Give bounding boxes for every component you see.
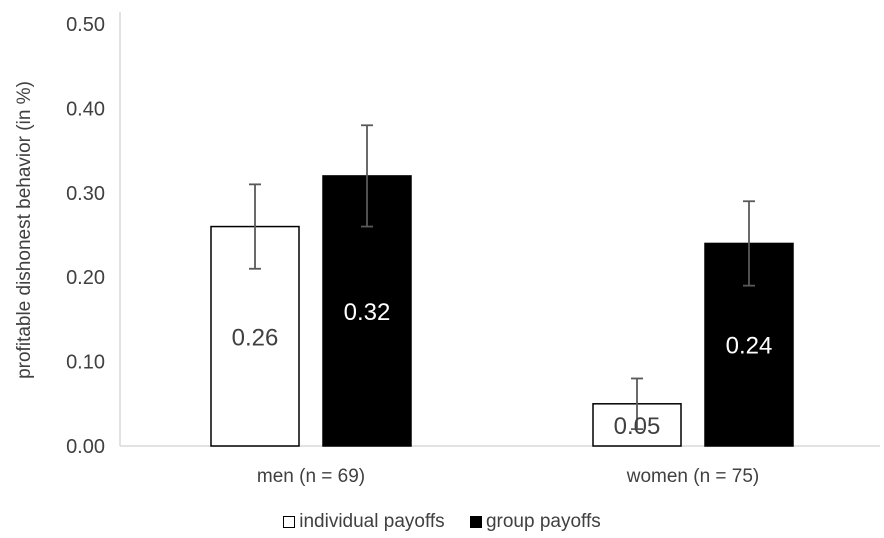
data-labels: 0.26 0.32 0.05 0.24 — [232, 299, 773, 440]
data-label: 0.05 — [614, 413, 661, 440]
data-label: 0.32 — [344, 299, 391, 326]
x-axis: men (n = 69) women (n = 75) — [120, 445, 880, 487]
legend-swatch-individual — [283, 516, 296, 528]
bars — [210, 175, 794, 447]
x-tick-label: women (n = 75) — [626, 466, 760, 487]
legend-item-group: group payoffs — [469, 511, 601, 533]
legend-label-individual: individual payoffs — [299, 511, 445, 532]
y-tick-label: 0.40 — [66, 98, 105, 120]
y-tick-label: 0.00 — [66, 436, 105, 458]
legend: individual payoffs group payoffs — [0, 511, 884, 534]
y-tick-label: 0.30 — [66, 183, 105, 205]
bar-chart-plot: 0.00 0.10 0.20 0.30 0.40 0.50 men (n = 69) wom… — [14, 12, 880, 487]
y-tick-label: 0.50 — [66, 14, 105, 36]
error-bars — [249, 124, 755, 431]
y-tick-label: 0.20 — [66, 267, 105, 289]
y-axis-label: profitable dishonest behavior (in %) — [14, 81, 35, 379]
data-label: 0.24 — [726, 333, 773, 360]
legend-item-individual: individual payoffs — [283, 511, 445, 533]
legend-label-group: group payoffs — [485, 511, 601, 532]
x-tick-label: men (n = 69) — [257, 466, 365, 487]
y-axis: 0.00 0.10 0.20 0.30 0.40 0.50 — [66, 12, 121, 458]
data-label: 0.26 — [232, 324, 279, 351]
y-tick-label: 0.10 — [66, 352, 105, 374]
legend-swatch-group — [469, 516, 482, 528]
